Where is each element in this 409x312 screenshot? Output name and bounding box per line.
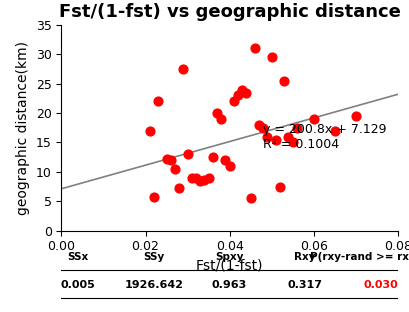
Point [175,186,182,191]
Point [226,163,232,168]
Text: 0.005: 0.005 [61,280,95,290]
Point [276,184,283,189]
Point [188,175,195,180]
Point [243,90,249,95]
Point [330,128,337,133]
Text: SSy: SSy [143,252,164,262]
Y-axis label: geographic distance(km): geographic distance(km) [16,41,30,215]
Point [234,93,240,98]
Point [280,78,287,83]
Point [310,116,316,121]
Point [222,158,228,163]
Point [230,99,236,104]
Point [213,111,220,116]
Point [163,156,169,161]
Point [251,46,258,51]
Title: Fst/(1-fst) vs geographic distance: Fst/(1-fst) vs geographic distance [58,2,400,21]
Point [247,196,253,201]
Point [285,134,291,139]
Point [272,137,279,142]
Text: Rxy: Rxy [294,252,315,262]
Point [293,125,299,130]
Text: Spxy: Spxy [215,252,243,262]
Point [201,177,207,182]
Point [352,114,358,119]
Point [192,175,199,180]
Text: 0.317: 0.317 [287,280,322,290]
Text: y = 200.8x + 7.129
R² = 0.1004: y = 200.8x + 7.129 R² = 0.1004 [263,123,386,151]
Text: SSx: SSx [67,252,89,262]
Point [155,99,161,104]
Point [205,175,211,180]
Point [180,66,186,71]
Point [289,140,295,145]
Text: 1926.642: 1926.642 [124,280,183,290]
Point [171,166,178,171]
Text: P(rxy-rand >= rxy-data): P(rxy-rand >= rxy-data) [309,252,409,262]
Point [146,128,153,133]
Point [209,155,216,160]
Point [184,152,190,157]
Point [150,195,157,200]
Point [238,87,245,92]
Point [167,158,173,163]
Point [196,178,203,183]
Point [267,55,274,60]
Text: 0.963: 0.963 [211,280,247,290]
X-axis label: Fst/(1-fst): Fst/(1-fst) [196,259,263,273]
Text: 0.030: 0.030 [363,280,397,290]
Point [255,122,262,127]
Point [259,125,266,130]
Point [263,134,270,139]
Point [218,116,224,121]
